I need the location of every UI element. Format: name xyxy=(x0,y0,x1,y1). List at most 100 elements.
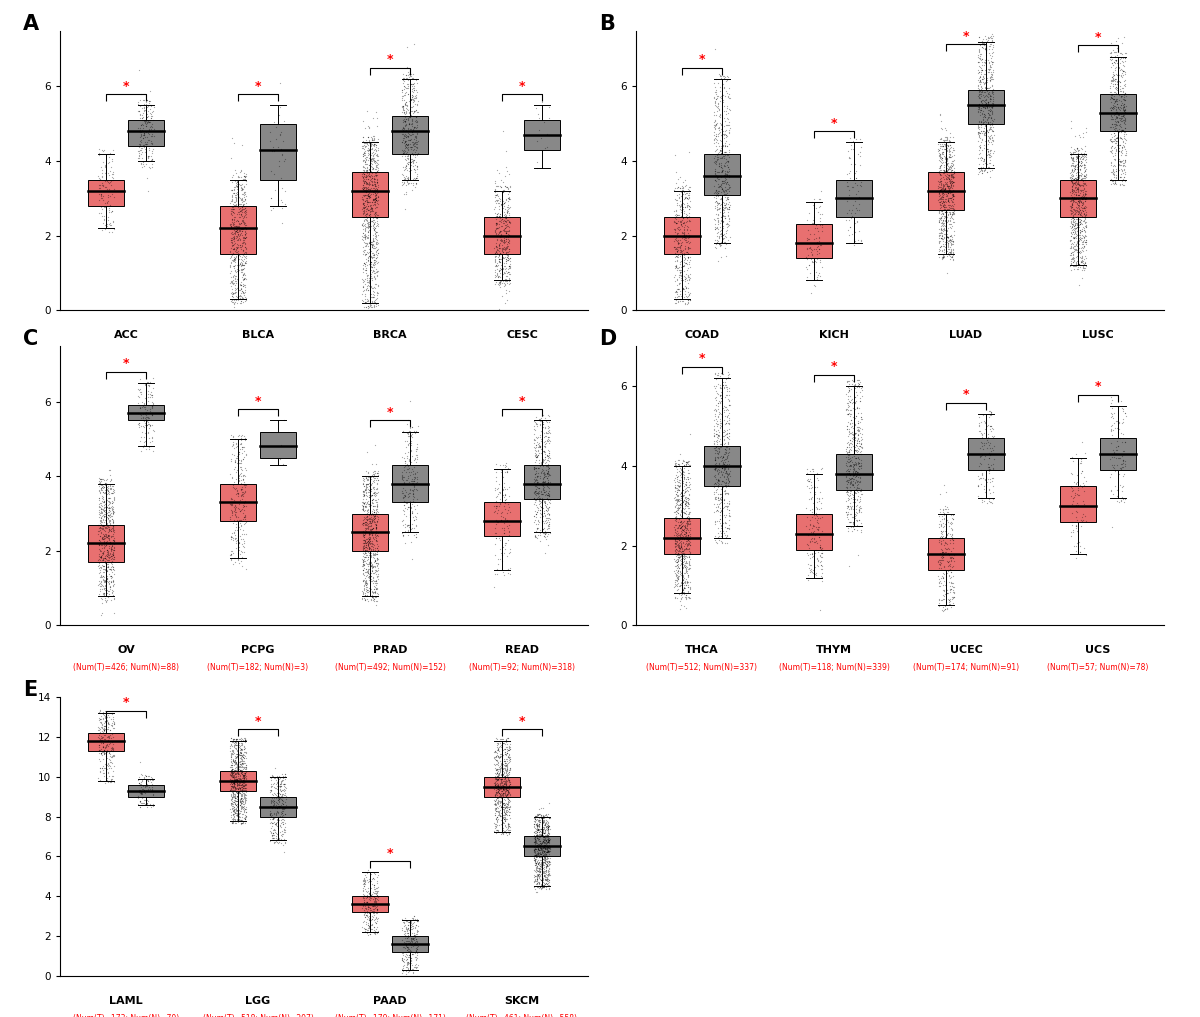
Point xyxy=(532,846,551,862)
Point xyxy=(532,876,551,892)
Point xyxy=(487,765,506,781)
Point xyxy=(367,224,386,240)
Point xyxy=(841,453,860,469)
Point xyxy=(935,163,954,179)
Point xyxy=(365,871,384,887)
Point xyxy=(670,586,689,602)
Point xyxy=(92,493,112,510)
Point xyxy=(364,128,383,144)
Point xyxy=(706,534,725,550)
Point xyxy=(812,258,832,275)
Point xyxy=(708,75,727,92)
Point xyxy=(710,413,730,429)
Point xyxy=(936,575,955,591)
Point xyxy=(667,496,686,513)
Point xyxy=(138,417,157,433)
Point xyxy=(406,108,425,124)
Point xyxy=(134,399,154,415)
Point xyxy=(708,416,727,432)
Point xyxy=(676,528,695,544)
Point xyxy=(671,266,690,283)
Point xyxy=(1067,215,1086,231)
Point xyxy=(944,188,964,204)
Point xyxy=(980,58,1000,74)
Point xyxy=(666,258,685,275)
Point xyxy=(1108,105,1127,121)
Point xyxy=(232,731,251,747)
Point xyxy=(676,246,695,262)
Point xyxy=(1112,123,1132,139)
Point xyxy=(140,114,160,130)
Point xyxy=(980,58,1000,74)
Point xyxy=(841,381,860,398)
Point xyxy=(354,487,373,503)
Point xyxy=(676,489,695,505)
Point xyxy=(679,491,698,507)
Point xyxy=(931,180,950,196)
Point xyxy=(672,182,691,198)
Point xyxy=(932,138,952,155)
Point xyxy=(1104,64,1123,80)
Point xyxy=(368,465,388,481)
Point xyxy=(222,526,241,542)
Point xyxy=(487,823,506,839)
Point xyxy=(674,598,694,614)
Point xyxy=(539,805,558,822)
Point xyxy=(224,803,244,820)
Point xyxy=(971,94,990,110)
Point xyxy=(714,479,733,495)
Point xyxy=(838,505,857,522)
Point xyxy=(496,825,515,841)
Point xyxy=(713,230,732,246)
Point xyxy=(706,216,725,232)
Point xyxy=(841,190,860,206)
Point xyxy=(710,107,730,123)
Point xyxy=(672,488,691,504)
Point xyxy=(486,790,505,806)
Point xyxy=(494,760,514,776)
Point xyxy=(973,68,992,84)
Point xyxy=(359,569,378,585)
Point xyxy=(356,491,376,507)
Point xyxy=(1105,140,1124,157)
Point xyxy=(234,778,253,794)
Point xyxy=(1111,112,1130,128)
Point xyxy=(719,415,738,431)
Point xyxy=(710,394,730,410)
Point xyxy=(90,476,109,492)
Point xyxy=(228,801,247,818)
Point xyxy=(1066,204,1085,221)
Text: PRAD: PRAD xyxy=(373,645,407,655)
Point xyxy=(229,247,248,263)
Point xyxy=(221,766,240,782)
Point xyxy=(806,240,826,256)
Point xyxy=(368,472,388,488)
Point xyxy=(400,93,419,109)
Point xyxy=(679,517,698,533)
Point xyxy=(361,236,380,252)
Point xyxy=(133,130,152,146)
Point xyxy=(934,223,953,239)
Point xyxy=(710,511,730,527)
Point xyxy=(530,487,550,503)
Point xyxy=(706,440,725,457)
Point xyxy=(491,786,510,802)
Point xyxy=(226,778,245,794)
Point xyxy=(402,961,421,977)
Point xyxy=(138,397,157,413)
Point xyxy=(1109,106,1128,122)
Point xyxy=(356,539,376,555)
Point xyxy=(232,215,251,231)
Point xyxy=(497,757,516,773)
Point xyxy=(803,503,822,520)
Point xyxy=(365,292,384,308)
Point xyxy=(360,496,379,513)
Point xyxy=(233,439,252,456)
Point xyxy=(226,776,245,792)
Point xyxy=(972,57,991,73)
Point xyxy=(540,494,559,511)
Point xyxy=(809,238,828,254)
Point xyxy=(354,871,373,887)
Point xyxy=(222,735,241,752)
Point xyxy=(1068,198,1087,215)
